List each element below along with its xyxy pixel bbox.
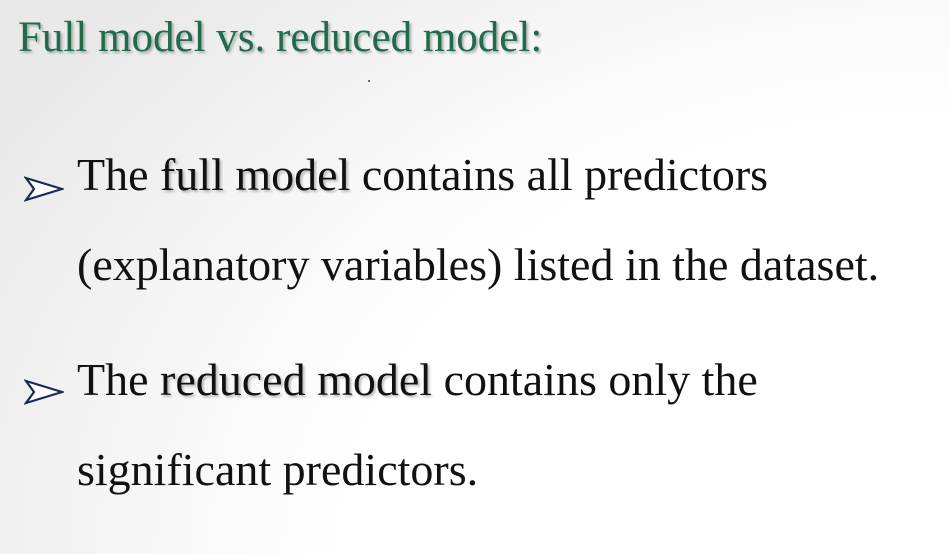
bullet-item-reduced-model: The reduced model contains only the sign… bbox=[0, 354, 949, 515]
slide-title: Full model vs. reduced model: bbox=[18, 14, 543, 61]
bullet-lead: The bbox=[77, 149, 161, 200]
bullet-item-full-model: The full model contains all predictors (… bbox=[0, 149, 949, 310]
arrow-bullet-icon bbox=[24, 379, 64, 405]
bullet-rest: contains only the bbox=[432, 354, 758, 405]
bullet-line-1: The reduced model contains only the bbox=[77, 354, 758, 406]
bullet-lead: The bbox=[77, 354, 161, 405]
term-reduced-model: reduced model bbox=[160, 354, 433, 405]
stray-dot bbox=[368, 80, 370, 82]
arrow-bullet-icon bbox=[24, 176, 64, 202]
bullet-rest: contains all predictors bbox=[350, 149, 769, 200]
term-full-model: full model bbox=[160, 149, 351, 200]
bullet-line-2: (explanatory variables) listed in the da… bbox=[77, 239, 880, 290]
bullet-line-1: The full model contains all predictors bbox=[77, 149, 769, 201]
bullet-line-2: significant predictors. bbox=[77, 444, 479, 495]
